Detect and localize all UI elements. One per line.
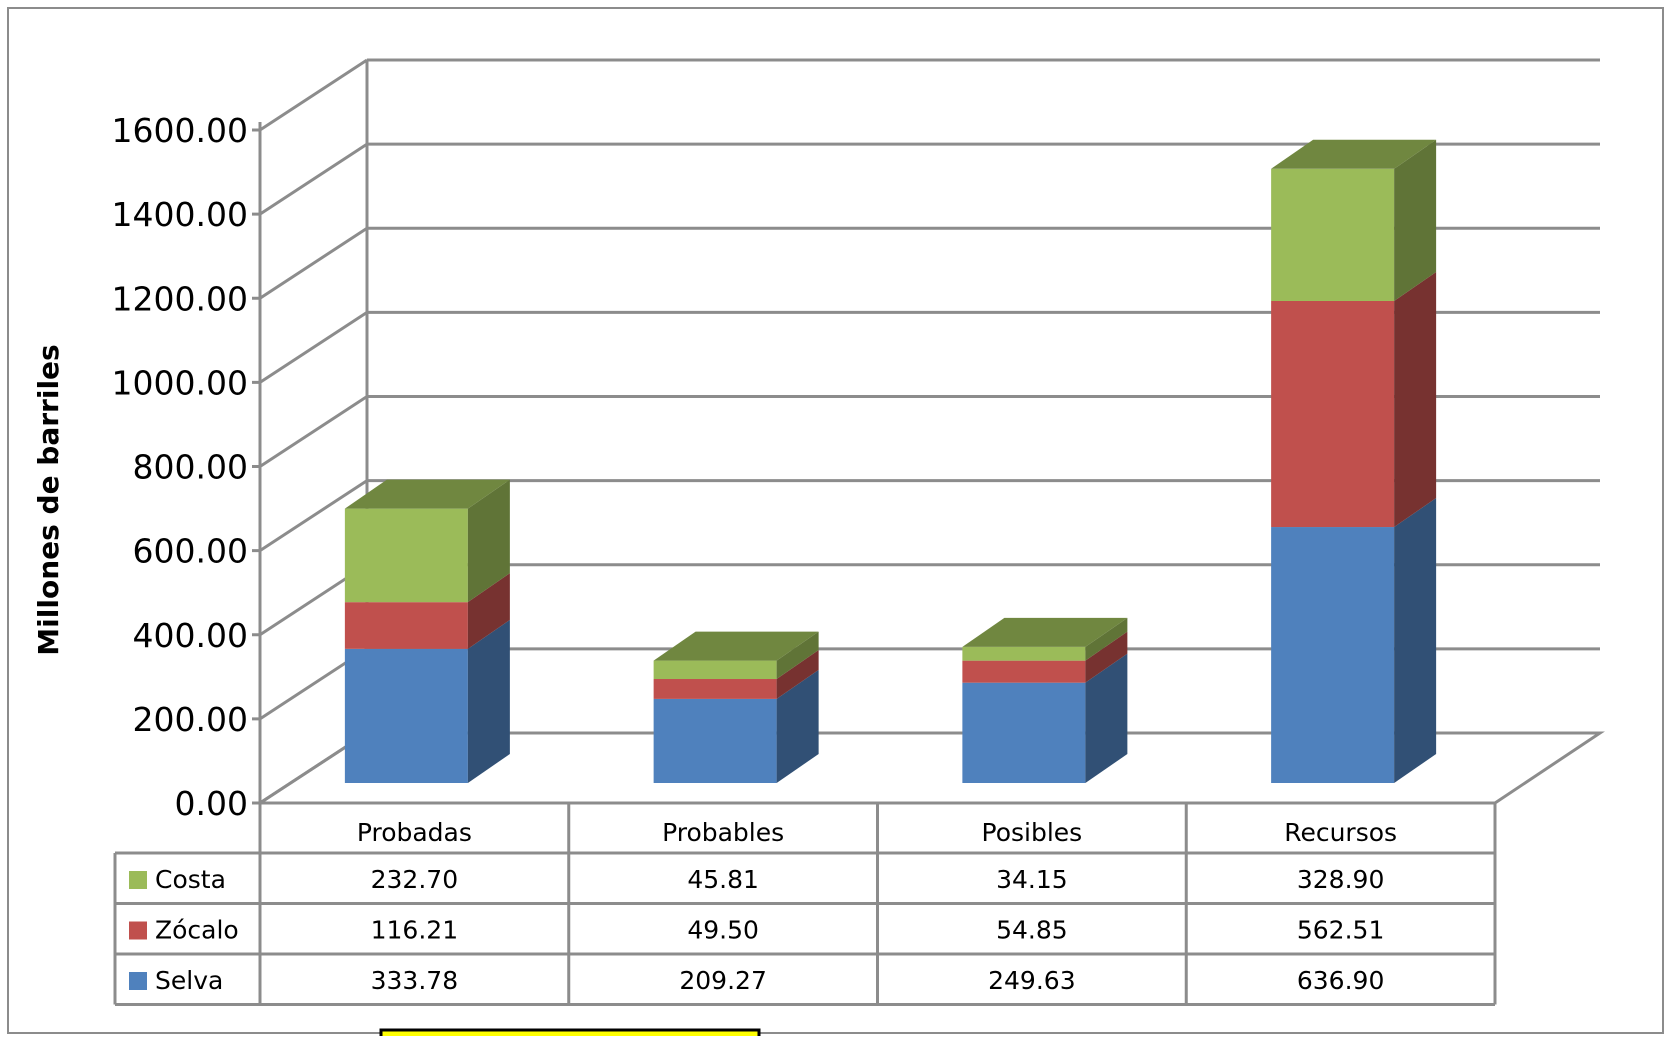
bar-selva-probadas <box>344 648 468 783</box>
bar-selva-posibles <box>962 682 1086 783</box>
legend-swatch <box>129 871 147 889</box>
floor <box>254 731 1605 805</box>
legend-label: Costa <box>155 865 226 894</box>
bar-side-zcalo-posibles <box>1085 631 1128 683</box>
bar-side-costa-probadas <box>467 479 510 603</box>
y-tick-label: 1600.00 <box>112 111 248 150</box>
y-tick-label: 600.00 <box>133 532 248 571</box>
bar-costa-posibles <box>962 646 1086 661</box>
table-cell-value: 54.85 <box>996 916 1068 945</box>
table-cell-value: 249.63 <box>988 966 1075 995</box>
bar-side-selva-recursos <box>1394 498 1437 783</box>
highlight-box <box>379 1028 761 1041</box>
legend-label: Zócalo <box>155 916 239 945</box>
bar-top-probables <box>653 631 819 661</box>
table-cell-value: 562.51 <box>1297 916 1384 945</box>
table-cell-value: 34.15 <box>996 865 1068 894</box>
table-cell-value: 209.27 <box>679 966 766 995</box>
table-cell-value: 45.81 <box>687 865 759 894</box>
bar-side-costa-recursos <box>1394 139 1437 301</box>
bar-costa-probables <box>653 660 777 680</box>
bar-side-costa-probables <box>776 631 819 680</box>
table-cell-value: 333.78 <box>371 966 458 995</box>
bar-top-probadas <box>344 479 510 509</box>
y-tick-label: 1400.00 <box>112 195 248 234</box>
bar-top-recursos <box>1271 139 1437 169</box>
y-axis-label: Millones de barriles <box>32 344 65 655</box>
y-tick-label: 0.00 <box>175 784 248 823</box>
table-cell-value: 232.70 <box>371 865 458 894</box>
bar-zcalo-probadas <box>344 602 468 649</box>
category-label: Recursos <box>1284 818 1397 847</box>
table-cell-value: 49.50 <box>687 916 759 945</box>
table-cell-value: 328.90 <box>1297 865 1384 894</box>
category-label: Posibles <box>982 818 1083 847</box>
legend-swatch <box>129 921 147 940</box>
bar-zcalo-recursos <box>1271 300 1395 528</box>
bar-top-posibles <box>962 617 1128 647</box>
bar-zcalo-probables <box>653 679 777 699</box>
bar-selva-probables <box>653 698 777 783</box>
gridline-side <box>259 58 368 132</box>
legend-swatch <box>129 972 147 990</box>
bar-costa-recursos <box>1271 168 1395 301</box>
gridline-side <box>259 479 368 552</box>
y-tick-label: 1200.00 <box>112 279 248 318</box>
legend-label: Selva <box>155 966 223 995</box>
y-tick-label: 1000.00 <box>112 363 248 402</box>
gridline-side <box>259 226 368 300</box>
bar-costa-probadas <box>344 508 468 603</box>
bar-side-zcalo-recursos <box>1394 271 1437 528</box>
table-cell-value: 116.21 <box>371 916 458 945</box>
bar-side-selva-probables <box>776 669 819 783</box>
bar-zcalo-posibles <box>962 660 1086 683</box>
bar-side-zcalo-probadas <box>467 573 510 649</box>
bar-side-zcalo-probables <box>776 650 819 699</box>
bar-side-selva-posibles <box>1085 653 1128 783</box>
y-tick-label: 400.00 <box>133 616 248 655</box>
bar-side-selva-probadas <box>467 619 510 783</box>
gridline-side <box>259 311 368 384</box>
table-cell-value: 636.90 <box>1297 966 1384 995</box>
category-label: Probadas <box>357 818 472 847</box>
category-label: Probables <box>662 818 784 847</box>
y-tick-label: 800.00 <box>133 448 248 487</box>
bar-selva-recursos <box>1271 527 1395 783</box>
gridline-side <box>259 395 368 468</box>
gridline-side <box>259 142 368 216</box>
y-tick-label: 200.00 <box>133 700 248 739</box>
bar-side-costa-posibles <box>1085 617 1128 661</box>
